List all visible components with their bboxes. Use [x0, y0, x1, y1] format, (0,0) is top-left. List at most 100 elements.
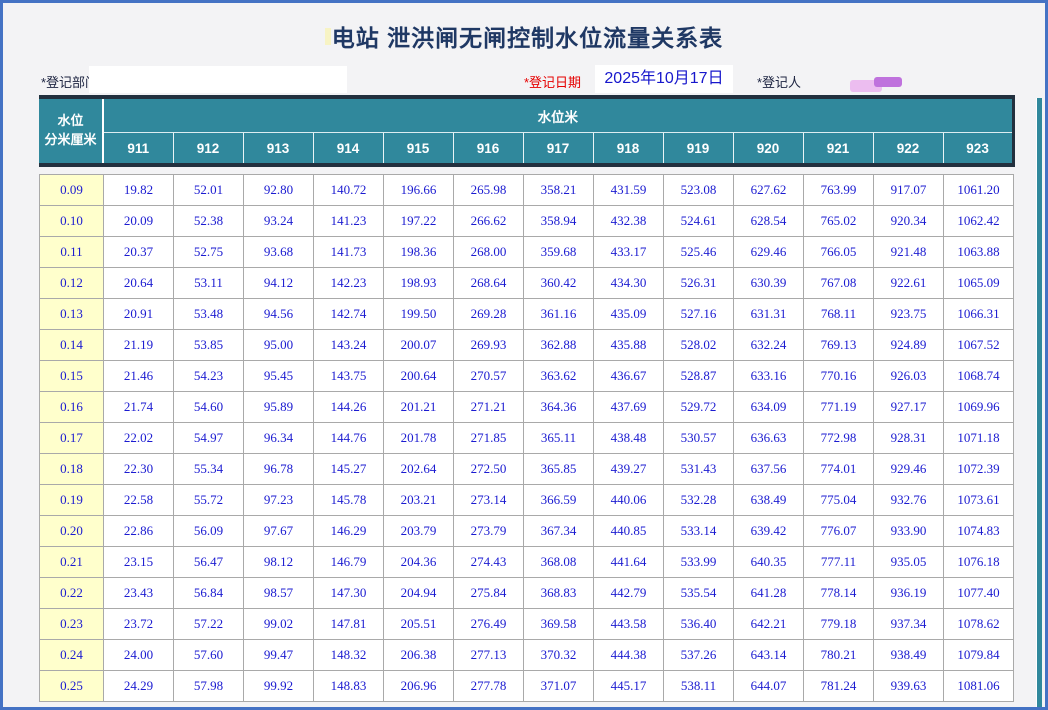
flow-value-cell: 781.24 [803, 670, 874, 702]
flow-value-cell: 1062.42 [943, 205, 1014, 237]
water-level-cell: 0.20 [39, 515, 104, 547]
flow-value-cell: 767.08 [803, 267, 874, 299]
flow-value-cell: 275.84 [453, 577, 524, 609]
column-header-912: 912 [172, 132, 243, 165]
water-level-cell: 0.21 [39, 546, 104, 578]
flow-value-cell: 271.85 [453, 422, 524, 454]
flow-value-cell: 927.17 [873, 391, 944, 423]
flow-value-cell: 94.12 [243, 267, 314, 299]
table-row: 0.13 20.91 53.48 94.56 142.74 199.50 269.28 361… [39, 298, 1014, 330]
flow-value-cell: 441.64 [593, 546, 664, 578]
column-header-917: 917 [522, 132, 593, 165]
flow-value-cell: 93.68 [243, 236, 314, 268]
water-level-cell: 0.17 [39, 422, 104, 454]
column-header-920: 920 [732, 132, 803, 165]
flow-value-cell: 147.30 [313, 577, 384, 609]
department-input[interactable] [89, 66, 347, 93]
water-level-cell: 0.14 [39, 329, 104, 361]
flow-value-cell: 432.38 [593, 205, 664, 237]
water-level-cell: 0.19 [39, 484, 104, 516]
flow-value-cell: 270.57 [453, 360, 524, 392]
flow-value-cell: 639.42 [733, 515, 804, 547]
flow-value-cell: 268.64 [453, 267, 524, 299]
flow-value-cell: 1081.06 [943, 670, 1014, 702]
span-header-cell: 水位米 [102, 97, 1014, 133]
flow-value-cell: 921.48 [873, 236, 944, 268]
registrant-label: *登记人 [757, 75, 802, 90]
flow-value-cell: 57.22 [173, 608, 244, 640]
flow-value-cell: 148.32 [313, 639, 384, 671]
flow-value-cell: 1061.20 [943, 174, 1014, 206]
flow-value-cell: 935.05 [873, 546, 944, 578]
flow-value-cell: 198.36 [383, 236, 454, 268]
flow-value-cell: 771.19 [803, 391, 874, 423]
flow-value-cell: 433.17 [593, 236, 664, 268]
column-header-911: 911 [127, 140, 150, 156]
flow-value-cell: 638.49 [733, 484, 804, 516]
flow-value-cell: 52.38 [173, 205, 244, 237]
flow-value-cell: 924.89 [873, 329, 944, 361]
flow-value-cell: 775.04 [803, 484, 874, 516]
flow-value-cell: 92.80 [243, 174, 314, 206]
flow-value-cell: 55.72 [173, 484, 244, 516]
flow-value-cell: 634.09 [733, 391, 804, 423]
flow-value-cell: 99.92 [243, 670, 314, 702]
flow-value-cell: 142.74 [313, 298, 384, 330]
flow-value-cell: 776.07 [803, 515, 874, 547]
flow-value-cell: 22.02 [103, 422, 174, 454]
table-row: 0.14 21.19 53.85 95.00 143.24 200.07 269.93 362… [39, 329, 1014, 361]
table-row: 0.25 24.29 57.98 99.92 148.83 206.96 277.78 371… [39, 670, 1014, 702]
table-header: 水位 分米厘米 水位米 911 912 913 914 915 916 917 918 919 9… [39, 95, 1015, 167]
flow-value-cell: 143.75 [313, 360, 384, 392]
flow-value-cell: 1068.74 [943, 360, 1014, 392]
flow-value-cell: 536.40 [663, 608, 734, 640]
flow-value-cell: 96.78 [243, 453, 314, 485]
flow-value-cell: 533.14 [663, 515, 734, 547]
flow-value-cell: 779.18 [803, 608, 874, 640]
flow-value-cell: 54.97 [173, 422, 244, 454]
flow-value-cell: 144.76 [313, 422, 384, 454]
flow-value-cell: 145.78 [313, 484, 384, 516]
flow-value-cell: 1069.96 [943, 391, 1014, 423]
flow-value-cell: 533.99 [663, 546, 734, 578]
flow-value-cell: 19.82 [103, 174, 174, 206]
flow-value-cell: 20.09 [103, 205, 174, 237]
date-label: *登记日期 [524, 75, 582, 90]
table-row: 0.22 23.43 56.84 98.57 147.30 204.94 275.84 368… [39, 577, 1014, 609]
flow-value-cell: 371.07 [523, 670, 594, 702]
flow-value-cell: 202.64 [383, 453, 454, 485]
flow-value-cell: 435.88 [593, 329, 664, 361]
column-header-915: 915 [382, 132, 453, 165]
table-row: 0.23 23.72 57.22 99.02 147.81 205.51 276.49 369… [39, 608, 1014, 640]
flow-value-cell: 198.93 [383, 267, 454, 299]
column-header-921: 921 [802, 132, 873, 165]
column-header-916: 916 [452, 132, 523, 165]
flow-value-cell: 1077.40 [943, 577, 1014, 609]
vertical-scrollbar[interactable] [1036, 98, 1042, 707]
flow-value-cell: 538.11 [663, 670, 734, 702]
flow-value-cell: 205.51 [383, 608, 454, 640]
water-level-cell: 0.25 [39, 670, 104, 702]
table-row: 0.21 23.15 56.47 98.12 146.79 204.36 274.43 368… [39, 546, 1014, 578]
water-level-cell: 0.09 [39, 174, 104, 206]
date-field[interactable]: 2025年10月17日 [595, 65, 733, 93]
page-title: 电站 泄洪闸无闸控制水位流量关系表 [331, 25, 724, 51]
flow-value-cell: 627.62 [733, 174, 804, 206]
flow-value-cell: 145.27 [313, 453, 384, 485]
flow-value-cell: 365.85 [523, 453, 594, 485]
flow-value-cell: 369.58 [523, 608, 594, 640]
water-level-cell: 0.12 [39, 267, 104, 299]
flow-value-cell: 939.63 [873, 670, 944, 702]
flow-value-cell: 438.48 [593, 422, 664, 454]
table-row: 0.24 24.00 57.60 99.47 148.32 206.38 277.13 370… [39, 639, 1014, 671]
flow-value-cell: 52.75 [173, 236, 244, 268]
flow-value-cell: 524.61 [663, 205, 734, 237]
title-bar: 电站 泄洪闸无闸控制水位流量关系表 [3, 19, 1045, 53]
flow-value-cell: 528.87 [663, 360, 734, 392]
flow-value-cell: 431.59 [593, 174, 664, 206]
flow-value-cell: 20.37 [103, 236, 174, 268]
flow-value-cell: 766.05 [803, 236, 874, 268]
flow-value-cell: 933.90 [873, 515, 944, 547]
flow-value-cell: 769.13 [803, 329, 874, 361]
flow-value-cell: 926.03 [873, 360, 944, 392]
